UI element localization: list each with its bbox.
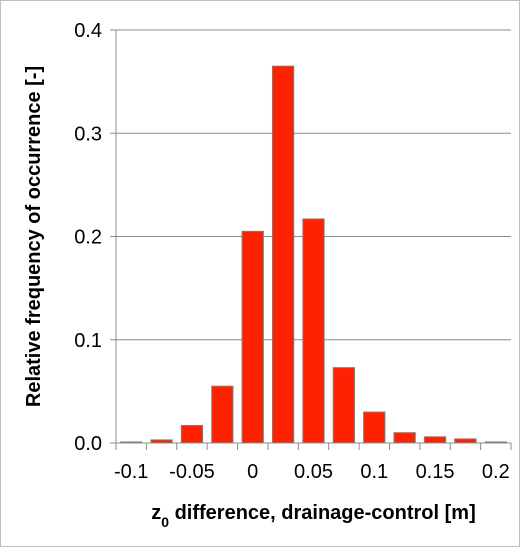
y-axis-title: Relative frequency of occurrence [-] [23, 66, 45, 407]
x-tick-label-5: 0.15 [416, 461, 455, 483]
x-tick-labels: -0.1 -0.05 0 0.05 0.1 0.15 0.2 [114, 461, 510, 483]
x-tick-label-4: 0.1 [360, 461, 388, 483]
bars [120, 65, 507, 444]
x-tick-label-2: 0 [247, 461, 258, 483]
y-tick-label-3: 0.3 [74, 123, 102, 145]
bar-9 [393, 432, 416, 444]
x-axis-title: z0 difference, drainage-control [m] [151, 502, 476, 530]
bar-7 [332, 367, 356, 444]
y-tick-label-4: 0.4 [74, 20, 102, 42]
bar-10 [423, 436, 447, 444]
x-axis-title-rest: difference, drainage-control [m] [169, 502, 476, 524]
y-tick-label-2: 0.2 [74, 227, 102, 249]
bar-5 [271, 65, 295, 444]
bar-6 [302, 218, 325, 444]
bar-11 [454, 438, 477, 444]
y-tick-labels: 0.0 0.1 0.2 0.3 0.4 [74, 20, 102, 455]
x-tick-label-3: 0.05 [294, 461, 333, 483]
y-tick-label-1: 0.1 [74, 330, 102, 352]
x-tick-label-6: 0.2 [482, 461, 510, 483]
y-tick-label-0: 0.0 [74, 433, 102, 455]
bar-8 [363, 411, 386, 444]
bar-4 [241, 230, 264, 444]
x-axis-title-main: z [151, 502, 161, 524]
bar-2 [180, 424, 204, 444]
x-tick-label-0: -0.1 [114, 461, 148, 483]
axes [110, 29, 512, 450]
x-axis-title-subscript: 0 [161, 514, 169, 530]
bar-3 [211, 385, 234, 444]
x-tick-label-1: -0.05 [169, 461, 215, 483]
